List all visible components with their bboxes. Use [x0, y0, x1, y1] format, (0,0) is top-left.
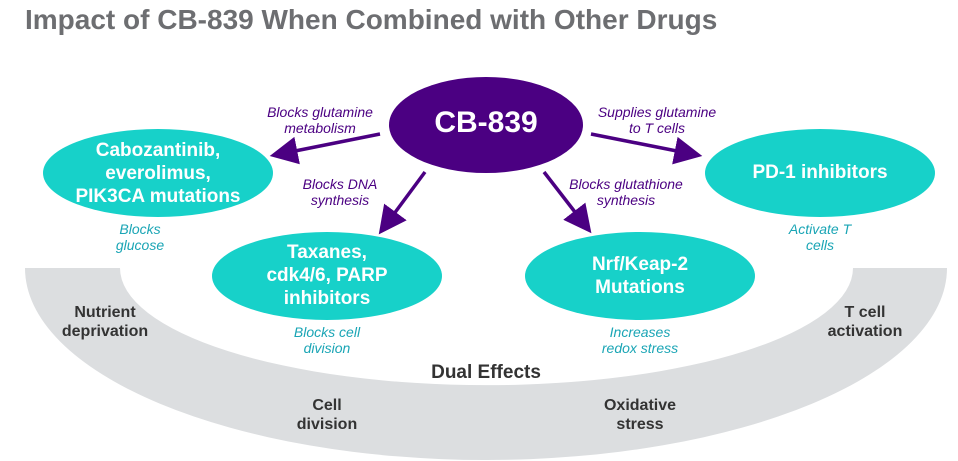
- label-line: Supplies glutamine: [597, 104, 717, 120]
- node-line: PIK3CA mutations: [75, 186, 241, 207]
- label-line: synthesis: [310, 192, 370, 208]
- band-line: Nutrient: [74, 304, 136, 321]
- cell-division: Cell division: [272, 396, 382, 434]
- pd1-ellipse: [705, 129, 935, 217]
- effect-line: redox stress: [601, 340, 679, 356]
- effect-line: Activate T: [788, 221, 852, 237]
- effect-line: division: [303, 340, 351, 356]
- cb839-label: CB-839: [434, 106, 538, 139]
- taxanes-ellipse: [212, 232, 442, 320]
- label-line: Blocks DNA: [302, 176, 378, 192]
- arrow-to-nrf: [542, 170, 592, 234]
- node-line: Nrf/Keap-2: [591, 254, 689, 275]
- effect-line: glucose: [115, 237, 165, 253]
- band-line: stress: [616, 416, 664, 433]
- label-blocks-glutamine: Blocks glutamine metabolism: [250, 104, 390, 136]
- band-line: deprivation: [61, 323, 149, 340]
- label-blocks-dna: Blocks DNA synthesis: [285, 176, 395, 208]
- nrf-node: Nrf/Keap-2 Mutations: [525, 253, 755, 299]
- cb839-ellipse: [389, 77, 583, 173]
- label-supplies-glutamine: Supplies glutamine to T cells: [587, 104, 727, 136]
- band-line: Oxidative: [603, 397, 677, 414]
- label-line: Blocks glutathione: [569, 176, 683, 192]
- effect-redox-stress: Increases redox stress: [590, 324, 690, 356]
- band-line: activation: [827, 323, 903, 340]
- dual-effects-band: [25, 268, 947, 460]
- cabozantinib-node: Cabozantinib, everolimus, PIK3CA mutatio…: [43, 139, 273, 208]
- nrf-ellipse: [525, 232, 755, 320]
- band-line: Cell: [312, 397, 342, 414]
- arrow-to-pd1: [590, 132, 703, 165]
- band-line: T cell: [844, 304, 886, 321]
- dual-effects-title: Dual Effects: [431, 362, 541, 383]
- t-cell-activation: T cell activation: [810, 303, 920, 341]
- effect-blocks-cell-division: Blocks cell division: [277, 324, 377, 356]
- arrow-to-cabozantinib: [269, 132, 381, 165]
- effect-line: Blocks: [119, 221, 161, 237]
- node-line: cdk4/6, PARP: [266, 265, 388, 286]
- node-line: Cabozantinib,: [95, 140, 221, 161]
- arrow-to-taxanes: [378, 170, 427, 235]
- pd1-node: PD-1 inhibitors: [705, 161, 935, 184]
- effect-blocks-glucose: Blocks glucose: [90, 221, 190, 253]
- oxidative-stress: Oxidative stress: [585, 396, 695, 434]
- taxanes-node: Taxanes, cdk4/6, PARP inhibitors: [212, 241, 442, 310]
- node-line: everolimus,: [105, 163, 211, 184]
- label-line: to T cells: [628, 120, 685, 136]
- effect-line: Blocks cell: [293, 324, 361, 340]
- node-line: PD-1 inhibitors: [752, 162, 888, 183]
- cabozantinib-ellipse: [43, 129, 273, 217]
- label-line: synthesis: [596, 192, 656, 208]
- label-line: metabolism: [284, 120, 356, 136]
- node-line: Taxanes,: [287, 242, 367, 263]
- nutrient-deprivation: Nutrient deprivation: [50, 303, 160, 341]
- node-line: inhibitors: [283, 288, 371, 309]
- page-title: Impact of CB-839 When Combined with Othe…: [25, 4, 718, 35]
- band-line: division: [296, 416, 358, 433]
- label-line: Blocks glutamine: [267, 104, 373, 120]
- label-blocks-glutathione: Blocks glutathione synthesis: [556, 176, 696, 208]
- effect-activate-t-cells: Activate T cells: [770, 221, 870, 253]
- effect-line: Increases: [609, 324, 671, 340]
- node-line: Mutations: [595, 277, 685, 298]
- effect-line: cells: [805, 237, 834, 253]
